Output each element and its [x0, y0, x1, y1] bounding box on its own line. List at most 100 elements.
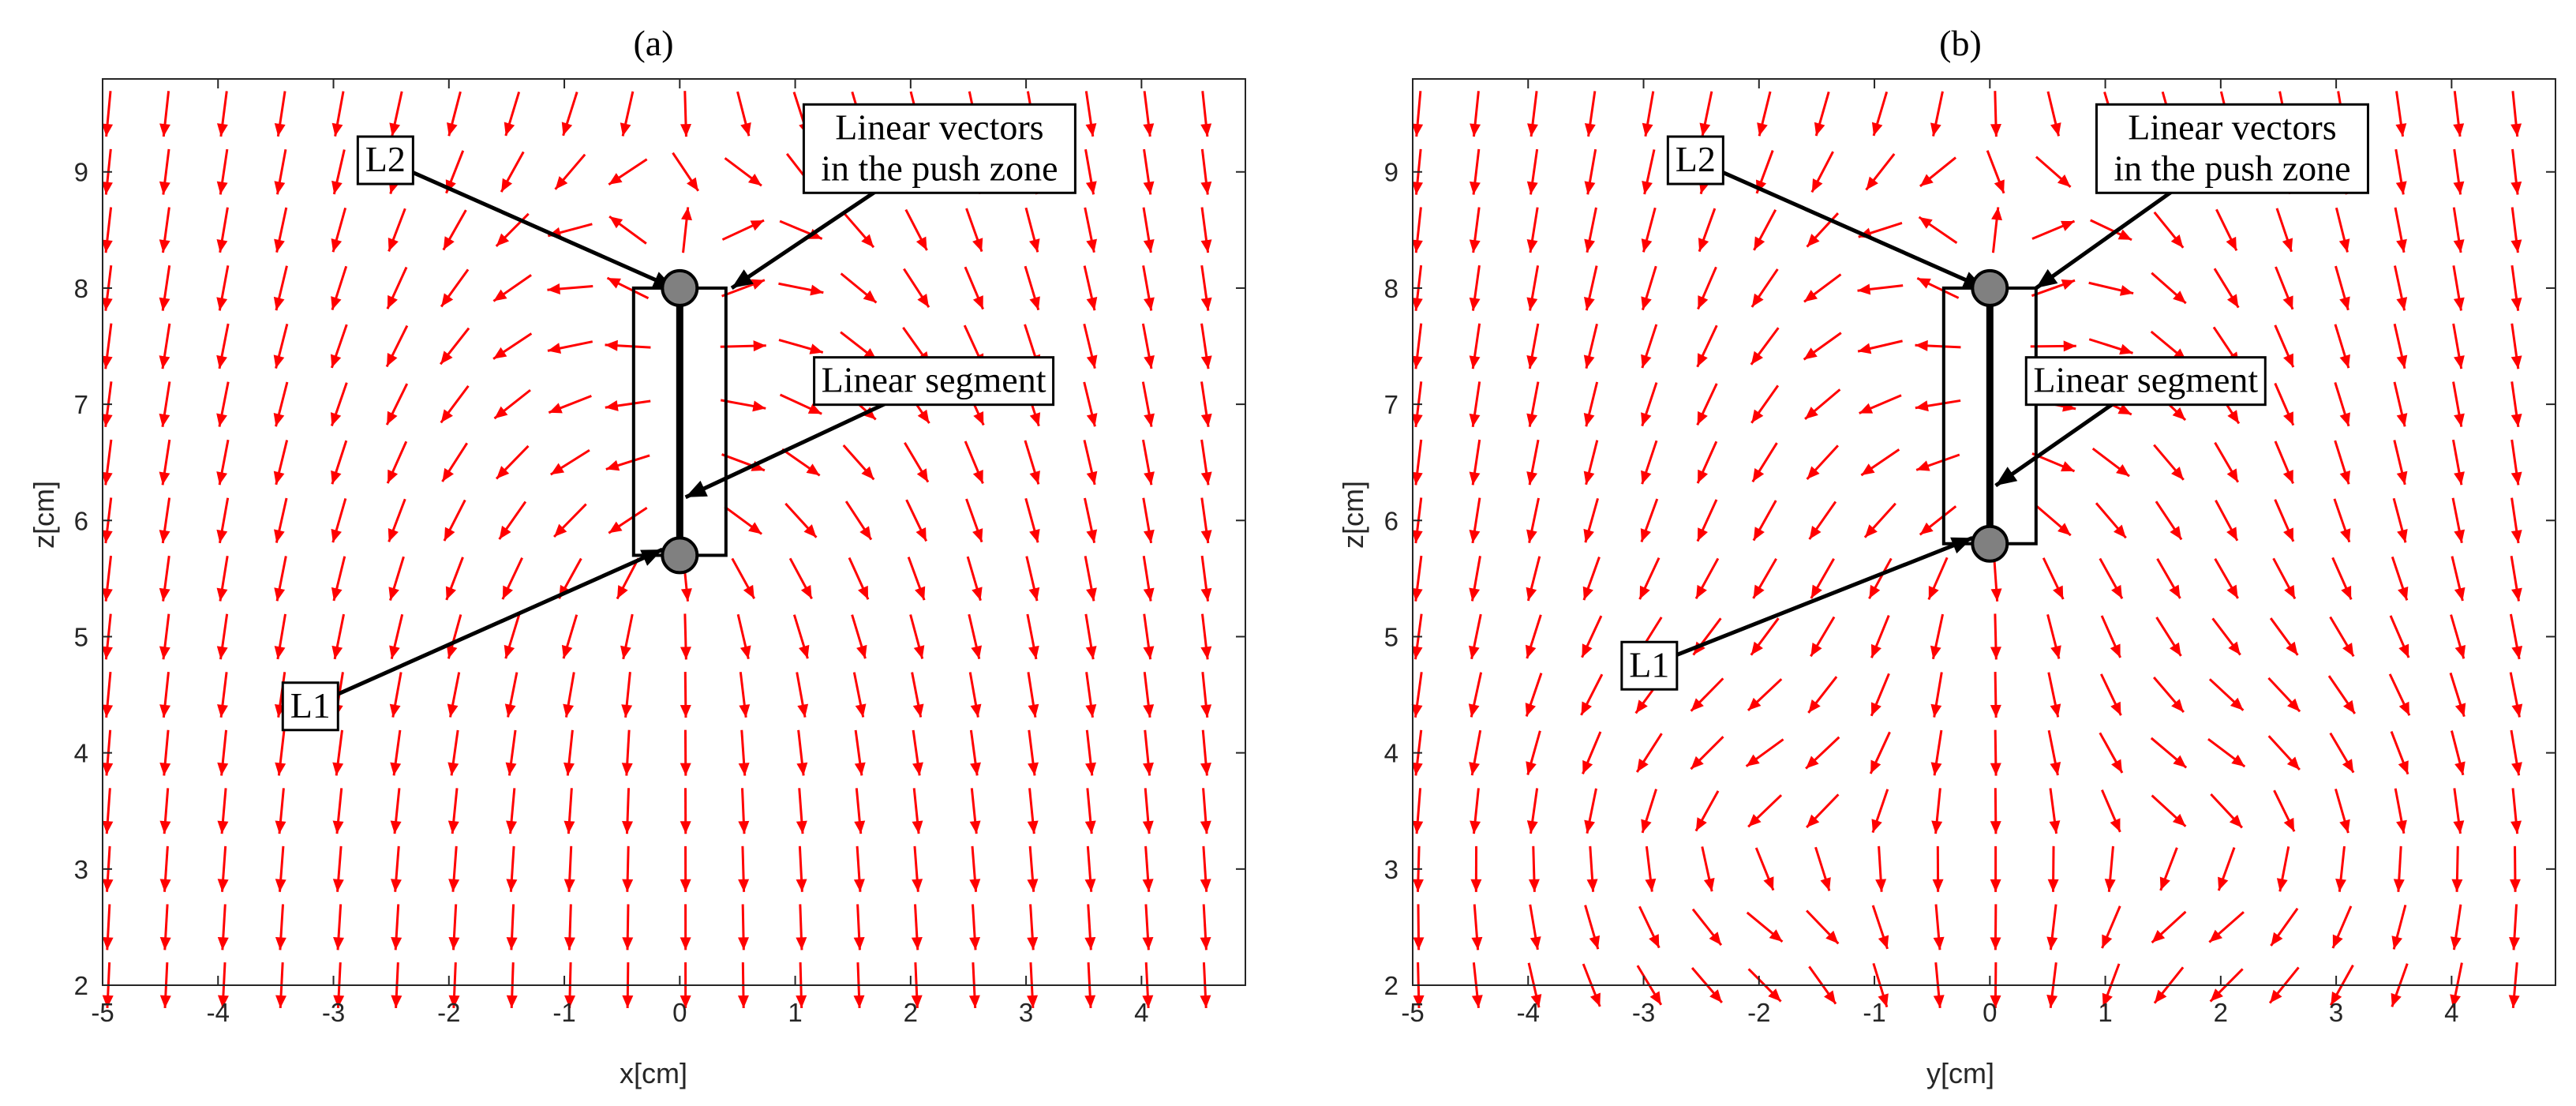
vector-arrowhead — [912, 762, 923, 776]
vector-arrowhead — [1085, 122, 1097, 137]
vector-arrowhead — [972, 469, 983, 484]
y-tick-label: 8 — [1384, 274, 1398, 303]
vector-arrowhead — [1763, 876, 1774, 890]
vector-arrowhead — [1027, 995, 1039, 1008]
vector-arrowhead — [1639, 585, 1650, 600]
vector-arrowhead — [561, 122, 573, 136]
vector-arrowhead — [1803, 347, 1818, 360]
vector-arrowhead — [2283, 353, 2293, 368]
vector-arrowhead — [217, 704, 228, 718]
vector-arrowhead — [1086, 297, 1098, 311]
vector-arrowhead — [915, 527, 927, 542]
vector-arrowhead — [1526, 587, 1537, 601]
vector-arrowhead — [912, 879, 923, 892]
panel-a-xticks: -5 -4 -3 -2 -1 0 1 2 3 4 — [91, 79, 1149, 1027]
vector-arrowhead — [216, 529, 228, 543]
point-l2 — [661, 268, 699, 307]
vector-arrowhead — [2057, 523, 2071, 536]
vector-arrowhead — [748, 522, 762, 534]
vector-arrowhead — [2117, 229, 2132, 240]
vector-arrowhead — [2231, 754, 2245, 767]
vector-arrowhead — [1807, 234, 1820, 247]
vector-arrowhead — [504, 644, 515, 659]
vector-arrowhead — [390, 762, 402, 776]
panel-a-ylabel: z[cm] — [28, 481, 60, 549]
vector-arrowhead — [1878, 993, 1889, 1007]
vector-arrowhead — [216, 646, 228, 660]
vector-arrowhead — [621, 704, 633, 718]
vector-arrowhead — [1698, 469, 1709, 484]
vector-arrowhead — [2509, 936, 2521, 950]
vector-arrowhead — [2226, 294, 2239, 308]
vector-arrowhead — [1471, 995, 1483, 1008]
vector-arrowhead — [2226, 236, 2237, 251]
vector-arrowhead — [2510, 413, 2522, 427]
x-tick-label: 0 — [1983, 998, 1997, 1027]
vector-arrowhead — [1084, 820, 1096, 834]
vector-arrowhead — [2049, 820, 2061, 834]
x-tick-label: -2 — [437, 998, 460, 1027]
vector-arrowhead — [101, 471, 113, 486]
vector-arrowhead — [159, 413, 170, 427]
vector-arrowhead — [1990, 588, 2002, 602]
y-tick-label: 8 — [74, 274, 88, 303]
vector-arrowhead — [1919, 522, 1934, 535]
vector-arrowhead — [1029, 471, 1040, 485]
vector-arrowhead — [2396, 471, 2408, 485]
vector-arrowhead — [1642, 122, 1653, 137]
vector-arrowhead — [274, 646, 286, 660]
vector-arrowhead — [101, 297, 113, 311]
vector-arrowhead — [1028, 703, 1039, 718]
vector-arrowhead — [1747, 697, 1762, 710]
annotation-label: L1 — [290, 685, 331, 725]
vector-arrowhead — [1858, 343, 1872, 354]
vector-arrowhead — [2053, 585, 2064, 600]
vector-arrowhead — [1469, 413, 1481, 427]
vector-arrowhead — [622, 879, 634, 892]
vector-arrowhead — [274, 238, 285, 253]
vector-arrowhead — [217, 995, 229, 1008]
vector-arrowhead — [216, 297, 228, 311]
vector-arrowhead — [2226, 468, 2238, 482]
vector-arrowhead — [502, 585, 514, 600]
vector-arrowhead — [2226, 527, 2237, 541]
vector-arrowhead — [2340, 528, 2351, 542]
vector-arrowhead — [554, 523, 567, 538]
vector-arrowhead — [275, 936, 286, 950]
vector-arrowhead — [2339, 470, 2350, 485]
vector-arrowhead — [1526, 761, 1537, 775]
vector-arrowhead — [1085, 762, 1096, 776]
vector-arrowhead — [622, 995, 634, 1008]
vector-arrowhead — [331, 180, 343, 195]
vector-arrowhead — [447, 762, 459, 776]
vector-arrowhead — [1584, 238, 1595, 253]
vector-arrowhead — [1526, 413, 1538, 427]
vector-arrowhead — [2332, 934, 2343, 949]
vector-arrowhead — [1696, 584, 1707, 599]
vector-arrowhead — [797, 703, 809, 718]
panel-b-title: (b) — [1939, 23, 1982, 63]
vector-arrowhead — [2511, 645, 2523, 659]
vector-arrowhead — [2283, 411, 2293, 426]
vector-arrowhead — [617, 585, 628, 599]
vector-arrowhead — [333, 995, 345, 1008]
vector-arrowhead — [1200, 995, 1211, 1008]
vector-arrowhead — [1811, 178, 1823, 193]
vector-arrowhead — [969, 879, 981, 892]
vector-arrowhead — [972, 295, 983, 309]
annotation-arrowhead — [732, 269, 754, 288]
panel-a: (a) -5 -4 -3 -2 -1 0 1 2 3 4 2 3 4 5 6 7 8 9 x[cm] z[cm]… — [28, 23, 1246, 1089]
vector-arrowhead — [2283, 817, 2295, 832]
vector-arrowhead — [2339, 296, 2350, 310]
vector-arrowhead — [1753, 527, 1765, 541]
vector-arrowhead — [159, 762, 171, 776]
vector-arrowhead — [447, 703, 459, 718]
vector-arrowhead — [564, 762, 575, 776]
vector-arrowhead — [1469, 530, 1481, 543]
vector-arrowhead — [1915, 339, 1928, 351]
vector-arrowhead — [2116, 463, 2130, 477]
vector-arrowhead — [1768, 988, 1781, 1002]
vector-arrowhead — [1584, 123, 1596, 137]
vector-arrowhead — [911, 995, 923, 1008]
vector-arrowhead — [1806, 755, 1819, 769]
